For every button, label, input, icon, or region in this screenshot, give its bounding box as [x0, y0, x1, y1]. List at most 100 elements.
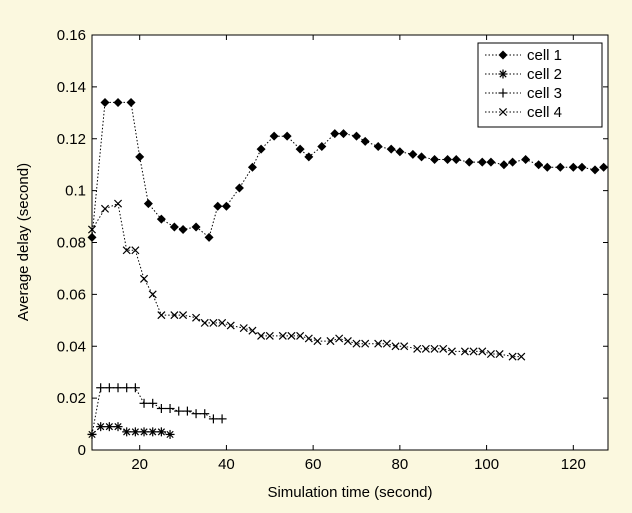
x-tick-label: 20 — [131, 456, 148, 473]
data-point — [217, 414, 227, 424]
data-point — [256, 144, 266, 154]
data-point — [139, 427, 149, 437]
y-tick-label: 0.02 — [57, 390, 86, 407]
data-point — [269, 131, 279, 141]
y-axis-ticks: 0 0.02 0.04 0.06 0.08 0.1 0.12 0.14 0.16 — [57, 27, 608, 459]
data-point — [96, 383, 106, 393]
data-point — [451, 155, 461, 164]
data-point — [534, 160, 544, 170]
data-point — [326, 337, 335, 346]
data-point — [126, 97, 136, 107]
data-point — [335, 334, 344, 343]
data-point — [226, 321, 235, 330]
data-point — [443, 155, 453, 164]
data-point — [287, 331, 296, 340]
series-3 — [87, 383, 227, 439]
data-point — [338, 129, 348, 139]
data-point — [498, 50, 508, 60]
data-point — [477, 157, 487, 167]
data-point — [577, 162, 587, 172]
data-point — [100, 97, 110, 107]
data-point — [486, 350, 495, 359]
data-point — [248, 326, 257, 335]
data-point — [218, 318, 227, 327]
data-point — [373, 142, 383, 152]
data-point — [400, 342, 409, 351]
data-point — [447, 347, 456, 356]
data-point — [165, 429, 175, 439]
y-tick-label: 0.14 — [57, 79, 86, 96]
data-point — [517, 352, 526, 361]
y-tick-label: 0.16 — [57, 27, 86, 44]
y-tick-label: 0.06 — [57, 286, 86, 303]
data-point — [221, 201, 231, 211]
series-line — [91, 101, 604, 239]
data-point — [361, 339, 370, 348]
data-point — [157, 311, 166, 320]
data-point — [313, 337, 322, 346]
data-point — [100, 204, 110, 213]
data-point — [317, 142, 327, 152]
data-point — [295, 144, 305, 154]
data-point — [234, 183, 244, 193]
data-point — [352, 131, 362, 141]
data-point — [486, 157, 496, 167]
data-point — [156, 427, 166, 437]
data-point — [495, 350, 504, 359]
data-point — [360, 136, 370, 146]
data-point — [209, 318, 218, 327]
data-point — [96, 422, 106, 432]
data-point — [130, 427, 140, 437]
x-tick-label: 100 — [474, 456, 499, 473]
data-point — [469, 347, 478, 356]
data-point — [413, 344, 422, 353]
data-point — [599, 162, 609, 172]
data-point — [113, 422, 123, 432]
data-point — [555, 162, 565, 172]
data-point — [568, 162, 578, 172]
data-point — [192, 313, 201, 322]
data-point — [208, 414, 218, 424]
data-point — [421, 344, 430, 353]
data-point — [498, 88, 508, 98]
data-point — [131, 246, 140, 255]
legend-box — [477, 42, 603, 128]
series-4 — [87, 199, 526, 361]
x-tick-label: 40 — [218, 456, 235, 473]
data-point — [113, 383, 123, 393]
data-point — [439, 344, 448, 353]
legend-item: cell 4 — [485, 104, 562, 121]
data-point — [165, 404, 175, 413]
data-point — [508, 157, 518, 167]
data-point — [113, 97, 123, 107]
data-point — [87, 225, 97, 234]
data-point — [200, 409, 210, 419]
data-point — [140, 274, 149, 283]
y-tick-label: 0.1 — [65, 183, 86, 200]
data-point — [304, 334, 313, 343]
data-point — [191, 409, 201, 419]
y-tick-label: 0.08 — [57, 235, 86, 252]
data-point — [278, 331, 287, 340]
data-point — [143, 199, 153, 209]
data-point — [521, 155, 531, 164]
data-point — [104, 383, 114, 393]
data-point — [382, 339, 391, 348]
x-tick-label: 80 — [392, 456, 409, 473]
data-point — [182, 406, 192, 416]
legend-label: cell 4 — [527, 104, 562, 121]
legend-item: cell 1 — [485, 47, 562, 64]
x-axis-ticks: 20 40 60 80 100 120 — [131, 35, 586, 473]
series-line — [91, 202, 522, 358]
data-point — [498, 107, 508, 117]
data-point — [257, 331, 266, 340]
data-point — [135, 152, 145, 162]
x-tick-label: 120 — [561, 456, 586, 473]
data-point — [498, 69, 508, 79]
data-point — [330, 129, 340, 139]
legend-item: cell 2 — [485, 66, 562, 83]
data-point — [104, 422, 114, 432]
data-point — [304, 152, 314, 162]
data-point — [178, 225, 188, 235]
data-point — [478, 347, 487, 356]
